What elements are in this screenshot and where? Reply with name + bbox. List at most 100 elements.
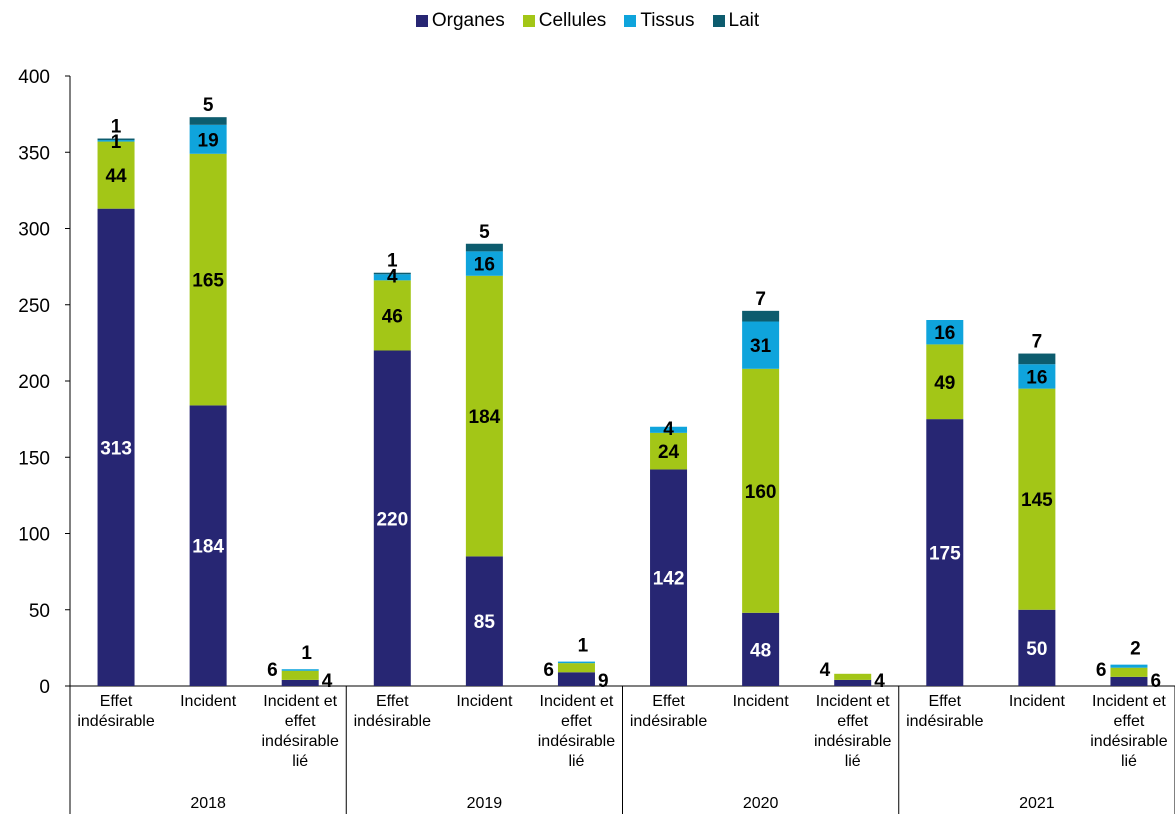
- bar-segment: [742, 368, 780, 613]
- bar-segment: [281, 669, 319, 671]
- data-label: 175: [929, 544, 961, 565]
- y-tick-label: 50: [29, 601, 50, 622]
- data-label: 7: [1032, 332, 1043, 353]
- bar-segment: [373, 274, 411, 281]
- data-label: 1: [111, 117, 122, 138]
- bar-segment: [189, 405, 227, 686]
- data-label: 4: [820, 660, 831, 681]
- bar-segment: [834, 673, 872, 680]
- data-label: 1: [578, 636, 589, 657]
- category-label-line: Effet: [100, 693, 133, 710]
- y-tick-label: 400: [18, 67, 50, 88]
- bar-segment: [742, 321, 780, 369]
- bar-segment: [926, 320, 964, 345]
- data-label: 184: [469, 407, 501, 428]
- legend-swatch: [712, 15, 725, 27]
- bar-segment: [557, 663, 595, 673]
- category-label: Incident et effet indésirable lié: [1090, 693, 1167, 770]
- category-label: Incident et effet indésirable lié: [538, 693, 615, 770]
- data-label: 16: [934, 323, 955, 344]
- y-tick-label: 100: [18, 525, 50, 546]
- category-label-line: Incident et: [1092, 693, 1166, 710]
- data-label: 145: [1021, 490, 1053, 511]
- legend: Organes Cellules Tissus Lait: [0, 10, 1175, 32]
- category-label-line: Effet: [928, 693, 961, 710]
- data-label: 165: [192, 271, 224, 292]
- category-label-line: lié: [292, 753, 308, 770]
- category-label-line: Incident et: [263, 693, 337, 710]
- legend-swatch: [522, 15, 535, 27]
- bar-segment: [189, 117, 227, 125]
- data-label: 49: [934, 373, 955, 394]
- bar-segment: [557, 672, 595, 686]
- legend-label: Cellules: [538, 10, 607, 31]
- category-label-line: effet: [837, 713, 868, 730]
- legend-item: Tissus: [624, 10, 695, 32]
- bar-segment: [742, 612, 780, 686]
- bar-segment: [281, 670, 319, 680]
- category-label-line: indésirable: [1090, 733, 1167, 750]
- data-label: 2: [1130, 639, 1141, 660]
- bar-segment: [373, 350, 411, 686]
- bar-segment: [97, 208, 135, 687]
- data-label: 48: [750, 640, 771, 661]
- legend-swatch: [415, 15, 428, 27]
- category-label-line: effet: [1114, 713, 1145, 730]
- bar-segment: [926, 419, 964, 686]
- legend-item: Organes: [415, 10, 505, 32]
- bar-segment: [189, 124, 227, 154]
- data-label: 142: [653, 569, 685, 590]
- category-label-line: Effet: [652, 693, 685, 710]
- category-label-line: lié: [568, 753, 584, 770]
- category-label-line: indésirable: [262, 733, 339, 750]
- bar-segment: [650, 469, 688, 686]
- y-tick-label: 250: [18, 296, 50, 317]
- bar-segment: [1018, 388, 1056, 610]
- data-label: 1: [111, 132, 122, 153]
- category-label: Incident: [1009, 693, 1066, 710]
- legend-swatch: [624, 15, 637, 27]
- data-label: 1: [301, 643, 312, 664]
- data-label: 6: [267, 660, 278, 681]
- category-label: Incident et effet indésirable lié: [814, 693, 891, 770]
- data-label: 6: [543, 660, 554, 681]
- category-label-line: Incident: [456, 693, 513, 710]
- data-label: 5: [203, 95, 214, 116]
- bar-segment: [1110, 664, 1148, 668]
- bar-segment: [97, 138, 135, 141]
- data-label: 4: [387, 266, 398, 287]
- bar-segment: [97, 140, 135, 142]
- bar-segment: [189, 153, 227, 406]
- legend-label: Lait: [728, 10, 760, 31]
- bar-segment: [465, 251, 503, 276]
- data-label: 4: [874, 671, 885, 692]
- data-label: 24: [658, 442, 680, 463]
- data-label: 50: [1026, 639, 1047, 660]
- category-label: Incident: [733, 693, 790, 710]
- bar-segment: [834, 679, 872, 686]
- group-label: 2019: [467, 795, 503, 812]
- category-label: Incident: [180, 693, 237, 710]
- category-label-line: indésirable: [630, 713, 707, 730]
- group-label: 2021: [1019, 795, 1055, 812]
- data-label: 313: [100, 438, 132, 459]
- legend-item: Cellules: [522, 10, 607, 32]
- bar-segment: [650, 426, 688, 433]
- legend-item: Lait: [712, 10, 760, 32]
- data-label: 6: [1150, 671, 1161, 692]
- category-label: Incident et effet indésirable lié: [262, 693, 339, 770]
- bar-segment: [465, 556, 503, 686]
- bar-segment: [97, 141, 135, 209]
- data-label: 16: [474, 255, 495, 276]
- category-label-line: Incident et: [540, 693, 614, 710]
- data-label: 44: [105, 166, 127, 187]
- category-label-line: indésirable: [77, 713, 154, 730]
- category-label-line: indésirable: [354, 713, 431, 730]
- category-label-line: Incident: [180, 693, 237, 710]
- category-label-line: Incident: [733, 693, 790, 710]
- bar-segment: [281, 679, 319, 686]
- bar-segment: [742, 310, 780, 322]
- data-label: 19: [198, 130, 219, 151]
- category-label-line: lié: [1121, 753, 1137, 770]
